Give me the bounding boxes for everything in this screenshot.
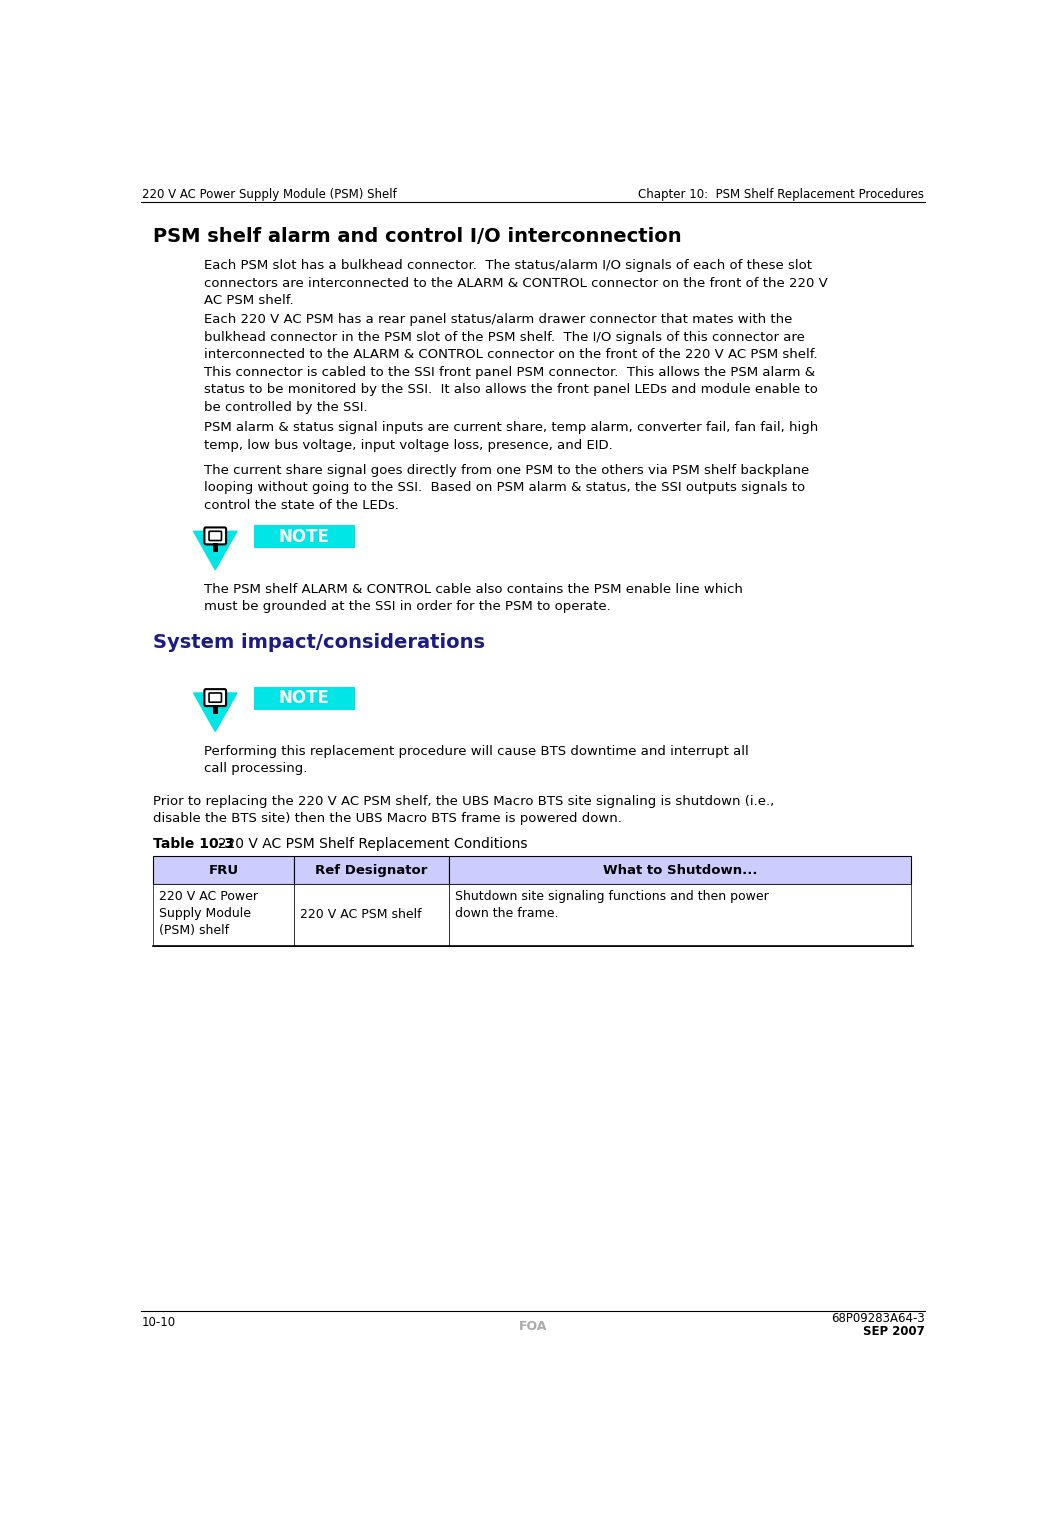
FancyBboxPatch shape (209, 531, 222, 541)
Text: FRU: FRU (208, 864, 238, 876)
Text: Ref Designator: Ref Designator (315, 864, 427, 876)
Text: 220 V AC Power
Supply Module
(PSM) shelf: 220 V AC Power Supply Module (PSM) shelf (159, 890, 259, 938)
FancyBboxPatch shape (293, 884, 448, 945)
Text: The current share signal goes directly from one PSM to the others via PSM shelf : The current share signal goes directly f… (204, 464, 809, 512)
Text: 68P09283A64-3: 68P09283A64-3 (831, 1313, 925, 1325)
Text: NOTE: NOTE (279, 528, 330, 545)
Text: 220 V AC PSM shelf: 220 V AC PSM shelf (300, 909, 421, 921)
Text: System impact/considerations: System impact/considerations (153, 632, 486, 652)
FancyBboxPatch shape (205, 689, 226, 705)
Text: NOTE: NOTE (279, 689, 330, 707)
FancyBboxPatch shape (153, 884, 293, 945)
FancyBboxPatch shape (448, 857, 911, 884)
Text: PSM alarm & status signal inputs are current share, temp alarm, converter fail, : PSM alarm & status signal inputs are cur… (204, 421, 817, 452)
FancyBboxPatch shape (448, 884, 911, 945)
FancyBboxPatch shape (213, 542, 217, 553)
FancyBboxPatch shape (293, 857, 448, 884)
Text: Each 220 V AC PSM has a rear panel status/alarm drawer connector that mates with: Each 220 V AC PSM has a rear panel statu… (204, 313, 817, 414)
FancyBboxPatch shape (254, 687, 355, 710)
Polygon shape (193, 693, 237, 731)
Text: SEP 2007: SEP 2007 (862, 1325, 925, 1338)
Text: Each PSM slot has a bulkhead connector.  The status/alarm I/O signals of each of: Each PSM slot has a bulkhead connector. … (204, 260, 828, 307)
Polygon shape (193, 531, 237, 570)
Text: The PSM shelf ALARM & CONTROL cable also contains the PSM enable line which
must: The PSM shelf ALARM & CONTROL cable also… (204, 583, 743, 614)
Text: Table 10-3: Table 10-3 (153, 837, 234, 851)
FancyBboxPatch shape (213, 704, 217, 713)
Text: PSM shelf alarm and control I/O interconnection: PSM shelf alarm and control I/O intercon… (153, 228, 682, 246)
FancyBboxPatch shape (153, 857, 293, 884)
Text: FOA: FOA (519, 1321, 547, 1333)
FancyBboxPatch shape (205, 527, 226, 544)
Text: Chapter 10:  PSM Shelf Replacement Procedures: Chapter 10: PSM Shelf Replacement Proced… (639, 188, 925, 202)
Text: Shutdown site signaling functions and then power
down the frame.: Shutdown site signaling functions and th… (454, 890, 769, 921)
Text: Performing this replacement procedure will cause BTS downtime and interrupt all
: Performing this replacement procedure wi… (204, 745, 749, 776)
Text: 220 V AC PSM Shelf Replacement Conditions: 220 V AC PSM Shelf Replacement Condition… (209, 837, 527, 851)
Text: 220 V AC Power Supply Module (PSM) Shelf: 220 V AC Power Supply Module (PSM) Shelf (141, 188, 396, 202)
FancyBboxPatch shape (209, 693, 222, 702)
Text: 10-10: 10-10 (141, 1316, 176, 1328)
Text: What to Shutdown...: What to Shutdown... (602, 864, 757, 876)
Text: Prior to replacing the 220 V AC PSM shelf, the UBS Macro BTS site signaling is s: Prior to replacing the 220 V AC PSM shel… (153, 794, 775, 825)
FancyBboxPatch shape (254, 525, 355, 548)
